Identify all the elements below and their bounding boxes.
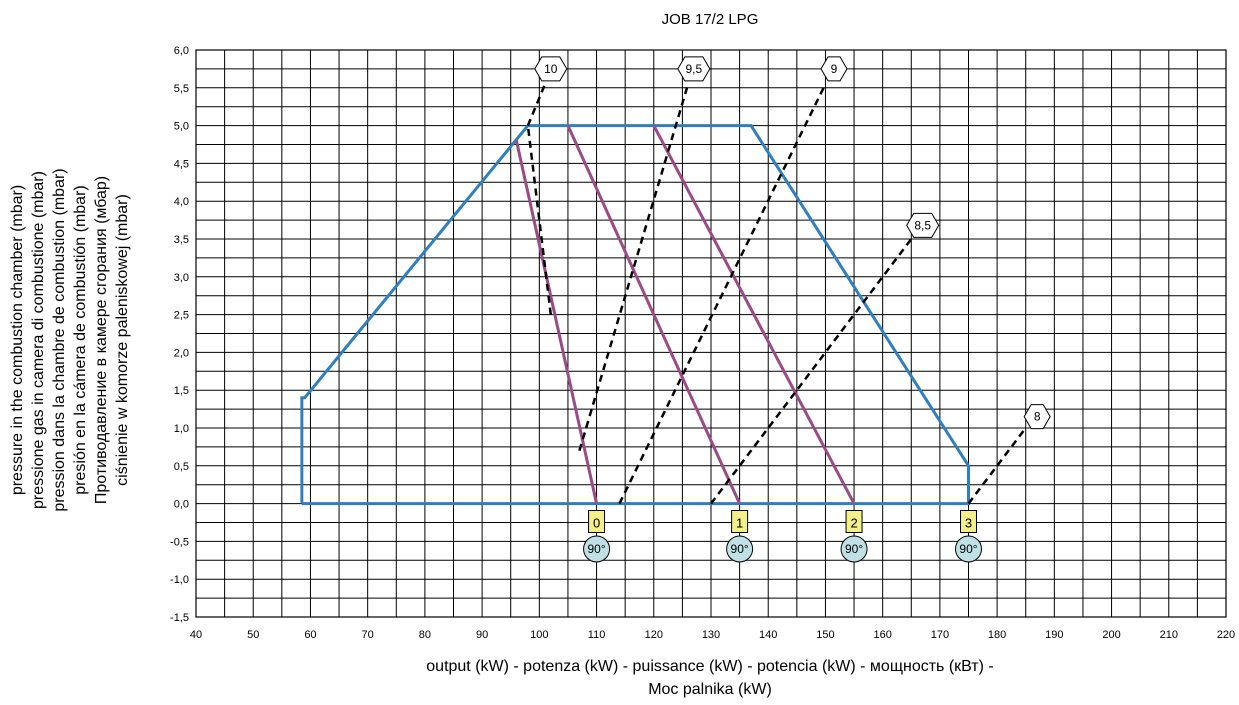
x-tick-label: 140 — [759, 629, 777, 641]
y-tick-label: 0,5 — [174, 461, 189, 473]
y-tick-label: 1,5 — [174, 385, 189, 397]
plot-frame — [195, 49, 1227, 618]
y-tick-label: -1,0 — [170, 574, 189, 586]
marker-box-0 — [588, 510, 606, 533]
dashed-line-8-5-label: 8,5 — [914, 218, 931, 232]
dashed-line-9-5-label: 9,5 — [685, 62, 702, 76]
dashed-line-8 — [967, 427, 1027, 505]
y-axis-label-line-3: pression dans la chambre de combustion (… — [51, 168, 68, 511]
dashed-line-8-5-label-badge — [906, 212, 940, 238]
x-tick-label: 40 — [190, 629, 202, 641]
x-axis-label-line-1: output (kW) - potenza (kW) - puissance (… — [426, 658, 993, 675]
x-tick-label: 60 — [304, 629, 316, 641]
y-axis-label: pressure in the combustion chamber (mbar… — [9, 168, 131, 511]
y-tick-label: 4,0 — [174, 196, 189, 208]
marker-box-label-0: 0 — [593, 516, 600, 531]
y-tick-label: 2,5 — [174, 310, 189, 322]
y-tick-label: 4,5 — [174, 158, 189, 170]
x-axis-label-line-2: Moc palnika (kW) — [648, 681, 772, 698]
x-tick-label: 130 — [702, 629, 720, 641]
y-tick-label: 5,0 — [174, 121, 189, 133]
marker-box-3 — [960, 510, 977, 533]
x-tick-label: 150 — [816, 629, 834, 641]
adjustment-line-0 — [514, 140, 599, 504]
y-axis-label-line-5: Противодавление в камере сгорания (мбар) — [93, 176, 110, 504]
y-tick-label: -0,5 — [170, 536, 189, 548]
x-tick-label: 190 — [1045, 629, 1063, 641]
dashed-line-8-5 — [710, 238, 913, 505]
marker-circle-label-3: 90° — [959, 542, 977, 556]
y-tick-label: -1,5 — [170, 612, 189, 624]
y-tick-label: 0,0 — [174, 499, 189, 511]
y-tick-label: 3,0 — [174, 272, 189, 284]
y-axis-label-line-2: pressione gas in camera di combustione (… — [30, 171, 47, 509]
y-tick-label: 1,0 — [174, 423, 189, 435]
x-tick-label: 100 — [530, 629, 548, 641]
dashed-line-9-5 — [578, 83, 690, 452]
dashed-line-10-label: 10 — [544, 62, 558, 76]
marker-box-label-2: 2 — [850, 516, 857, 531]
x-tick-label: 170 — [931, 629, 949, 641]
marker-box-label-3: 3 — [965, 516, 972, 531]
dashed-line-10 — [526, 125, 553, 315]
x-tick-label: 90 — [476, 629, 488, 641]
marker-box-1 — [731, 510, 749, 533]
x-tick-label: 120 — [645, 629, 663, 641]
chart-title: JOB 17/2 LPG — [662, 11, 759, 28]
axes: 6,0 5,5 5,0 4,5 4,0 3,5 3,0 2,5 2,0 1,5 1,0 0,5 0,0 -… — [170, 45, 1235, 641]
series: 10 9,5 9 8,5 8 — [300, 56, 1051, 506]
y-tick-label: 3,5 — [174, 234, 189, 246]
dashed-line-10-label-badge — [534, 56, 568, 82]
x-tick-label: 70 — [362, 629, 374, 641]
x-tick-label: 110 — [588, 629, 606, 641]
marker-circle-label-2: 90° — [845, 542, 863, 556]
dashed-line-8-label-badge — [1023, 404, 1051, 430]
adjustment-line-2 — [652, 124, 856, 505]
adjustment-line-1 — [566, 124, 741, 505]
dashed-line-8-label: 8 — [1034, 410, 1041, 424]
marker-circle-label-0: 90° — [587, 542, 605, 556]
markers: 0 90° 1 90° 2 90° 3 90° — [583, 510, 982, 563]
marker-circle-3 — [955, 535, 982, 563]
dashed-line-10-extension — [526, 83, 547, 127]
marker-circle-1 — [726, 535, 754, 563]
dashed-line-9-label-badge — [820, 56, 848, 82]
grid — [195, 49, 1227, 618]
marker-circle-2 — [840, 535, 868, 563]
x-tick-label: 80 — [419, 629, 431, 641]
dashed-line-9-label: 9 — [831, 62, 838, 76]
y-axis-label-line-6: ciśnienie w komorze paleniskowej (mbar) — [114, 194, 131, 486]
dashed-line-9-5-label-badge — [677, 56, 711, 82]
x-tick-label: 200 — [1102, 629, 1120, 641]
y-tick-label: 5,5 — [174, 83, 189, 95]
y-tick-label: 2,0 — [174, 347, 189, 359]
y-axis-label-line-4: presión en la cámera de combustión (mbar… — [72, 185, 89, 494]
x-tick-label: 220 — [1217, 629, 1235, 641]
y-tick-label: 6,0 — [174, 45, 189, 57]
x-tick-label: 180 — [988, 629, 1006, 641]
x-tick-label: 210 — [1160, 629, 1178, 641]
dashed-line-9 — [618, 83, 827, 505]
marker-circle-0 — [583, 535, 611, 563]
marker-box-label-1: 1 — [736, 516, 743, 531]
x-tick-label: 160 — [873, 629, 891, 641]
y-axis-label-line-1: pressure in the combustion chamber (mbar… — [9, 185, 26, 495]
marker-box-2 — [845, 510, 863, 533]
marker-circle-label-1: 90° — [731, 542, 749, 556]
x-tick-label: 50 — [247, 629, 259, 641]
working-field-envelope — [300, 124, 970, 506]
